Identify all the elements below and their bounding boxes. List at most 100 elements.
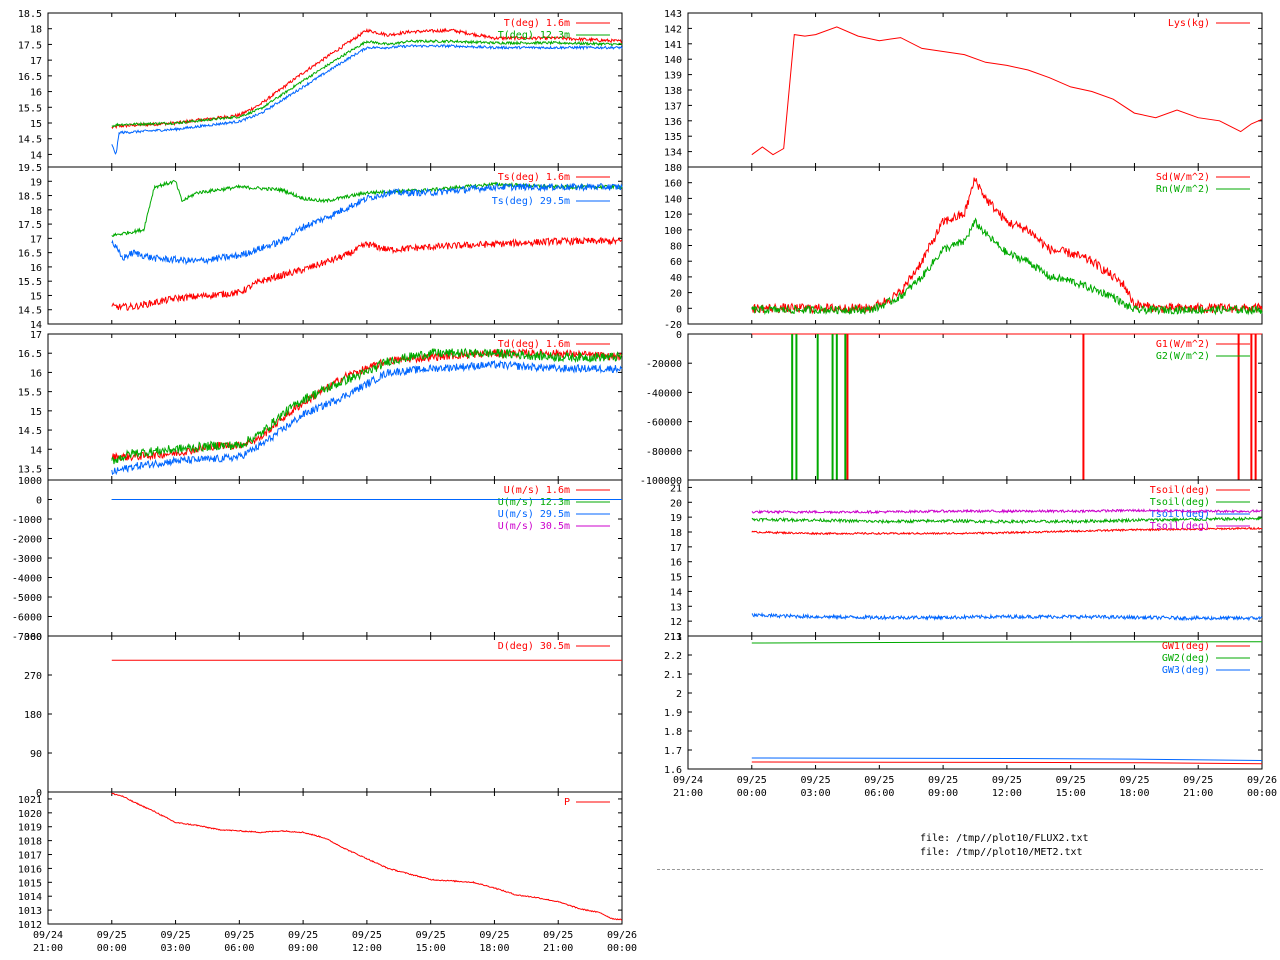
y-tick-label: 138 <box>664 86 682 97</box>
y-tick-label: -7000 <box>12 632 42 643</box>
x-tick-label: 12:00 <box>992 788 1022 799</box>
y-tick-label: 0 <box>36 788 42 799</box>
panel-6: 134 135 136 137 138 139 140 141 142 143 Lys(kg) <box>664 9 1263 168</box>
legend-label: GW2(deg) <box>1162 653 1210 664</box>
x-tick-label: 09/25 <box>992 775 1022 786</box>
y-tick-label: 1.8 <box>664 727 682 738</box>
legend-label: T(deg) 1.6m <box>504 18 570 29</box>
legend-label: GW1(deg) <box>1162 641 1210 652</box>
panel-8: -100000 -80000 -60000 -40000 -20000 0 G1(W/m^2… <box>640 330 1263 487</box>
x-tick-label: 09/25 <box>543 930 573 941</box>
legend-label: Tsoil(deg) <box>1150 497 1210 508</box>
series-line-1 <box>751 217 1263 316</box>
panel-3: -7000 -6000 -5000 -4000 -3000 -2000 -1000 0 1000… <box>12 476 623 643</box>
y-tick-label: 180 <box>24 710 42 721</box>
y-tick-label: 1014 <box>18 892 42 903</box>
y-tick-label: 15 <box>30 291 42 302</box>
y-tick-label: 60 <box>670 257 682 268</box>
x-tick-label: 06:00 <box>864 788 894 799</box>
y-tick-label: 17.5 <box>18 40 42 51</box>
x-tick-label: 18:00 <box>1119 788 1149 799</box>
x-tick-label: 09/25 <box>1183 775 1213 786</box>
x-tick-label: 09/25 <box>416 930 446 941</box>
y-tick-label: 18.5 <box>18 192 42 203</box>
series-line-1 <box>111 38 623 128</box>
legend-label: U(m/s) 1.6m <box>504 485 570 496</box>
x-tick-label: 09/24 <box>33 930 63 941</box>
x-tick-label: 09/26 <box>1247 775 1277 786</box>
y-tick-label: 14 <box>30 150 42 161</box>
x-tick-label: 00:00 <box>97 943 127 954</box>
y-tick-label: 270 <box>24 671 42 682</box>
x-tick-label: 09:00 <box>928 788 958 799</box>
panel-7: -20 0 20 40 60 80 100 120 140 160 180 Sd(W/m^2)Rn(W… <box>664 163 1263 331</box>
x-tick-label: 21:00 <box>673 788 703 799</box>
panel-1: 14 14.5 15 15.5 16 16.5 17 17.5 18 18.5 19 19.5 Ts(d… <box>18 163 623 331</box>
y-tick-label: 19 <box>670 513 682 524</box>
legend-label: T(deg) 12.3m <box>498 30 570 41</box>
legend-label: U(m/s) 29.5m <box>498 509 570 520</box>
x-tick-label: 15:00 <box>1056 788 1086 799</box>
y-tick-label: 1020 <box>18 809 42 820</box>
y-tick-label: 2.3 <box>664 632 682 643</box>
y-tick-label: 19 <box>30 177 42 188</box>
series-line-0 <box>751 26 1263 156</box>
y-tick-label: 16.5 <box>18 249 42 260</box>
y-tick-label: 16 <box>30 368 42 379</box>
y-tick-label: 16.5 <box>18 349 42 360</box>
y-tick-label: -6000 <box>12 613 42 624</box>
y-tick-label: 16 <box>30 263 42 274</box>
y-tick-label: -20 <box>664 320 682 331</box>
legend-label: U(m/s) 12.3m <box>498 497 570 508</box>
y-tick-label: 20 <box>670 498 682 509</box>
y-tick-label: 360 <box>24 632 42 643</box>
legend-label: D(deg) 30.5m <box>498 641 570 652</box>
y-tick-label: 142 <box>664 24 682 35</box>
y-tick-label: 1.9 <box>664 708 682 719</box>
x-tick-label: 09/25 <box>97 930 127 941</box>
x-tick-label: 09/25 <box>479 930 509 941</box>
file-path-met: file: /tmp//plot10/MET2.txt <box>920 847 1083 858</box>
legend-label: P <box>564 797 570 808</box>
y-tick-label: 2.1 <box>664 670 682 681</box>
x-tick-label: 09/25 <box>801 775 831 786</box>
file-path-flux: file: /tmp//plot10/FLUX2.txt <box>920 833 1089 844</box>
series-line-0 <box>751 761 1263 765</box>
series-line-1 <box>111 347 623 465</box>
y-tick-label: 0 <box>36 496 42 507</box>
y-tick-label: 17.5 <box>18 220 42 231</box>
legend-label: Tsoil(deg) <box>1150 485 1210 496</box>
y-tick-label: 180 <box>664 163 682 174</box>
y-tick-label: 14.5 <box>18 306 42 317</box>
y-tick-label: -80000 <box>646 447 682 458</box>
y-tick-label: 19.5 <box>18 163 42 174</box>
y-tick-label: 140 <box>664 194 682 205</box>
legend-label: Lys(kg) <box>1168 18 1210 29</box>
y-tick-label: 136 <box>664 117 682 128</box>
y-tick-label: 1021 <box>18 795 42 806</box>
y-tick-label: -2000 <box>12 535 42 546</box>
x-tick-label: 09/26 <box>607 930 637 941</box>
x-tick-label: 03:00 <box>801 788 831 799</box>
legend-label: GW3(deg) <box>1162 665 1210 676</box>
x-tick-label: 09/25 <box>352 930 382 941</box>
y-tick-label: 134 <box>664 148 682 159</box>
y-tick-label: 1012 <box>18 920 42 931</box>
plot-frame <box>47 791 623 925</box>
y-tick-label: 120 <box>664 210 682 221</box>
legend-label: Td(deg) 1.6m <box>498 339 570 350</box>
y-tick-label: 1019 <box>18 823 42 834</box>
series-line-0 <box>111 236 623 312</box>
y-tick-label: -40000 <box>646 388 682 399</box>
y-tick-label: 140 <box>664 55 682 66</box>
y-tick-label: 2.2 <box>664 651 682 662</box>
y-tick-label: 1018 <box>18 837 42 848</box>
y-tick-label: 14.5 <box>18 426 42 437</box>
plot-frame <box>47 166 623 325</box>
panel-0: 14 14.5 15 15.5 16 16.5 17 17.5 18 18.5 T(deg) 1.6… <box>18 9 623 168</box>
y-tick-label: 40 <box>670 273 682 284</box>
y-tick-label: 137 <box>664 101 682 112</box>
legend-label: G1(W/m^2) <box>1156 339 1210 350</box>
